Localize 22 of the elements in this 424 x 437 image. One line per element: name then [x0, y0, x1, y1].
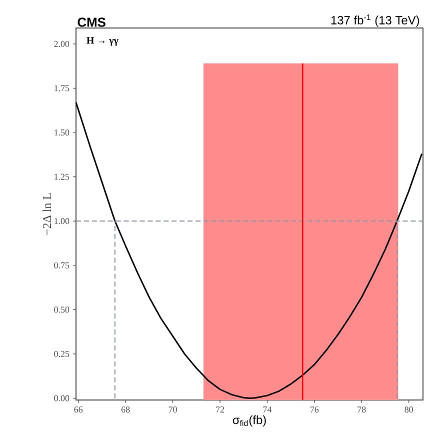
chart-subtitle: 137 fb$^{-1}$ (13 TeV) [332, 14, 420, 27]
y-axis-title: −2Δ ln L [42, 193, 52, 235]
y-tick-label: 1.75 [54, 85, 70, 92]
y-tick-label: 1.50 [54, 129, 70, 136]
y-tick-label: 0.25 [54, 350, 70, 357]
x-tick-label: 66 [74, 406, 83, 413]
y-tick-label: 1.00 [54, 218, 70, 224]
y-tick-label: 2.00 [54, 40, 70, 47]
x-tick-label: 76 [310, 406, 319, 413]
chart-title: CMS [78, 18, 106, 27]
x-axis-title: σ$_{fid}$(fb) [233, 415, 266, 427]
x-tick-label: 74 [264, 406, 272, 412]
y-tick-label: 0.00 [54, 395, 70, 402]
x-tick-label: 78 [358, 406, 366, 413]
x-tick-label: 70 [169, 406, 178, 413]
y-tick-label: 0.50 [54, 306, 70, 313]
x-tick-label: 80 [404, 406, 414, 413]
x-tick-label: 72 [216, 406, 224, 412]
y-tick-label: 1.25 [54, 174, 70, 180]
y-tick-label: 0.75 [54, 262, 70, 268]
annotation: H → γγ [86, 37, 119, 46]
x-tick-label: 68 [122, 406, 130, 413]
